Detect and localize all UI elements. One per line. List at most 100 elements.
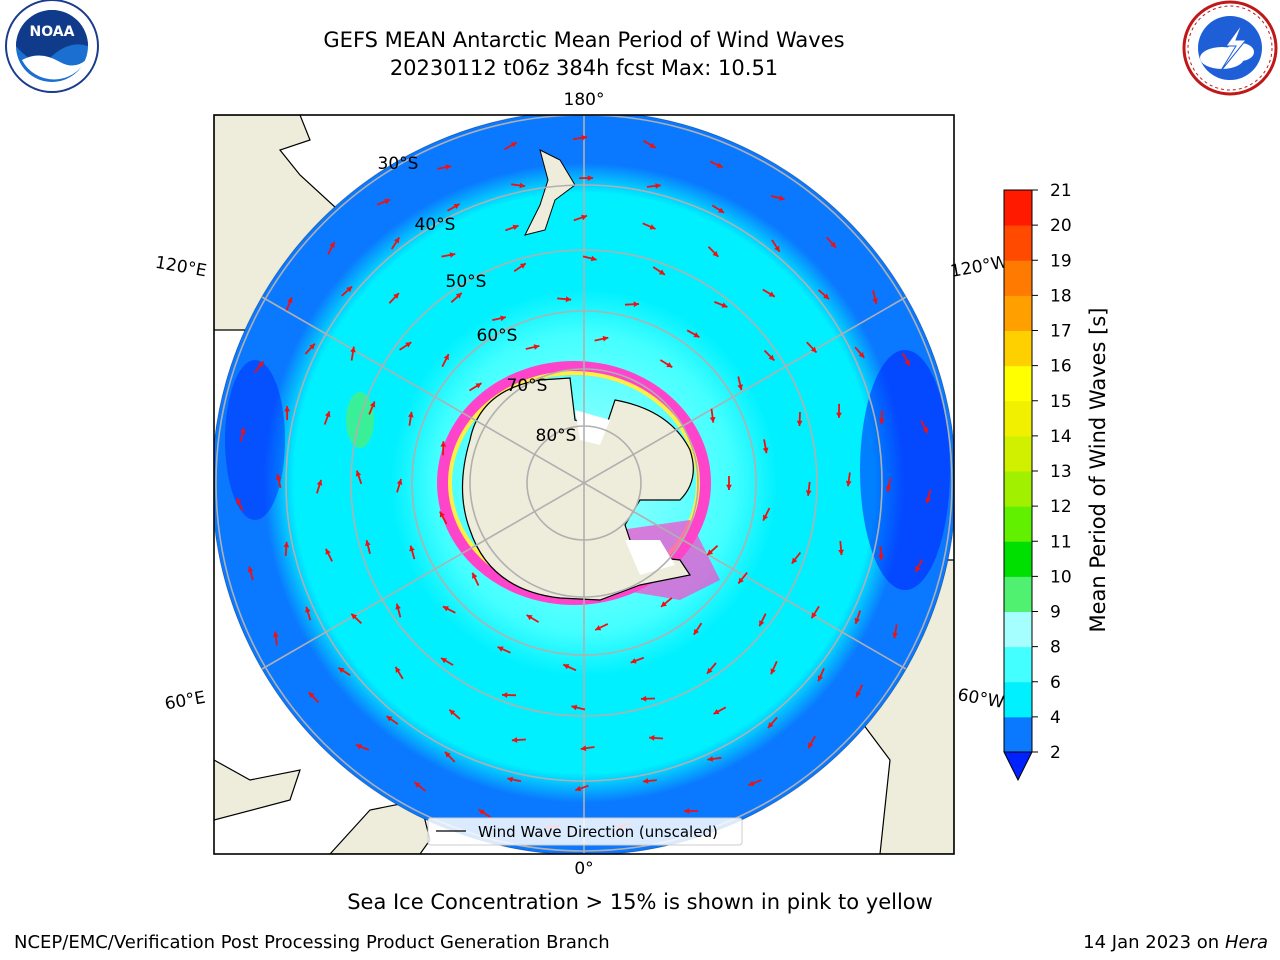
wind-arrow-head: [805, 490, 812, 496]
noaa-logo: NOAA: [5, 0, 99, 93]
wind-arrow-head: [858, 352, 865, 358]
chart-title: GEFS MEAN Antarctic Mean Period of Wind …: [323, 28, 845, 52]
lat-label-60s: 60°S: [477, 326, 518, 346]
noaa-logo-text: NOAA: [30, 24, 75, 40]
wind-arrow-head: [445, 164, 452, 170]
wind-arrow-head: [384, 198, 391, 205]
wind-arrow-head: [475, 383, 482, 389]
wind-arrow-head: [309, 343, 315, 350]
wind-arrow-head: [394, 237, 400, 244]
wind-arrow-head: [726, 484, 732, 490]
colorbar-tick-label: 2: [1050, 743, 1061, 763]
credit-date: 14 Jan 2023 on: [1083, 932, 1225, 953]
wind-arrow-head: [810, 346, 817, 353]
wind-arrow-head: [649, 224, 656, 230]
wind-arrow-head: [763, 514, 769, 521]
colorbar-segment: [1004, 576, 1032, 612]
colorbar-tick-label: 11: [1050, 532, 1072, 552]
wind-arrow-head: [500, 315, 506, 322]
map-area: Wind Wave Direction (unscaled): [214, 115, 954, 854]
wind-arrow-head: [892, 632, 898, 639]
colorbar-tick-label: 13: [1050, 462, 1072, 482]
colorbar-segment: [1004, 400, 1032, 437]
wind-arrow-head: [275, 474, 282, 480]
colorbar-label: Mean Period of Wind Waves [s]: [1086, 308, 1110, 633]
wind-arrow-head: [325, 548, 331, 555]
wind-arrow-head: [575, 785, 582, 792]
wind-arrow-head: [748, 780, 755, 786]
colorbar-segment: [1004, 541, 1032, 577]
wind-arrow-head: [817, 675, 824, 682]
wind-arrow-head: [287, 297, 293, 304]
lat-label-30s: 30°S: [378, 154, 419, 174]
wind-arrow-head: [808, 742, 814, 749]
wind-arrow-head: [768, 722, 774, 728]
wind-arrow-head: [350, 346, 356, 353]
wind-arrow-head: [707, 756, 714, 762]
wind-arrow-head: [449, 709, 456, 716]
wind-arrow-head: [308, 692, 315, 698]
wind-arrow-head: [633, 301, 639, 308]
wind-arrow-head: [283, 541, 290, 548]
lon-label-60w: 60°W: [956, 685, 1006, 713]
wind-arrow-head: [778, 195, 785, 201]
wind-arrow-head: [365, 540, 371, 546]
wind-arrow-head: [440, 441, 447, 447]
wind-arrow-head: [533, 344, 540, 350]
wind-arrow-head: [709, 417, 716, 423]
wind-arrow-head: [396, 479, 403, 485]
wind-direction-arrows: [236, 134, 932, 830]
wind-arrow-head: [449, 252, 456, 258]
colorbar-segment: [1004, 681, 1032, 718]
colorbar-segment: [1004, 435, 1032, 472]
wind-arrow-head: [257, 361, 264, 368]
lon-label-0: 0°: [574, 859, 593, 879]
graticule: [215, 115, 953, 854]
wind-arrow-head: [581, 214, 587, 221]
colorbar-tick-label: 19: [1050, 251, 1072, 271]
colorbar-segment: [1004, 365, 1032, 402]
wind-arrow-head: [811, 612, 817, 619]
wind-arrow-head: [338, 667, 345, 673]
wind-arrow-head: [455, 292, 462, 299]
wind-arrow-head: [442, 606, 449, 612]
colorbar-segment: [1004, 646, 1032, 683]
wind-arrow-head: [845, 480, 852, 487]
colorbar-segment: [1004, 506, 1032, 542]
wind-arrow-head: [595, 625, 602, 631]
sea-ice-note: Sea Ice Concentration > 15% is shown in …: [347, 890, 933, 914]
wind-arrow-head: [510, 142, 517, 148]
wind-arrow-head: [395, 603, 401, 610]
wind-arrow-head: [247, 566, 254, 573]
wind-arrow-head: [738, 577, 744, 584]
wind-arrow-head: [443, 354, 449, 361]
wind-arrow-head: [713, 709, 720, 714]
colorbar-segment: [1004, 471, 1032, 507]
wind-arrow-head: [693, 628, 700, 635]
wind-arrow-head: [519, 182, 526, 189]
wind-arrow-head: [707, 549, 714, 556]
wind-arrow-head: [762, 447, 769, 454]
wind-arrow-head: [768, 354, 775, 361]
lon-label-120e: 120°E: [154, 253, 208, 282]
wind-arrow-head: [641, 695, 647, 702]
colorbar-segment: [1004, 190, 1032, 226]
wind-arrow-head: [409, 545, 415, 552]
wind-arrow-head: [526, 615, 533, 621]
colorbar-extend-triangle: [1003, 751, 1033, 782]
wind-arrow-head: [519, 263, 526, 269]
colorbar-tick-label: 20: [1050, 216, 1072, 236]
wind-arrow-head: [441, 658, 447, 664]
wind-arrow-head: [355, 744, 362, 750]
wind-arrow-head: [351, 613, 358, 620]
wind-arrow-head: [855, 691, 861, 698]
africa-landmass: [214, 759, 431, 854]
colorbar-tick-label: 12: [1050, 497, 1072, 517]
wind-arrow-head: [236, 498, 242, 504]
colorbar-tick-label: 8: [1050, 638, 1061, 658]
colorbar-tick-label: 6: [1050, 673, 1061, 693]
colorbar-segment: [1004, 330, 1032, 367]
wind-arrow-head: [439, 511, 445, 518]
wind-arrow-head: [878, 418, 885, 425]
wind-arrow-head: [661, 601, 667, 607]
